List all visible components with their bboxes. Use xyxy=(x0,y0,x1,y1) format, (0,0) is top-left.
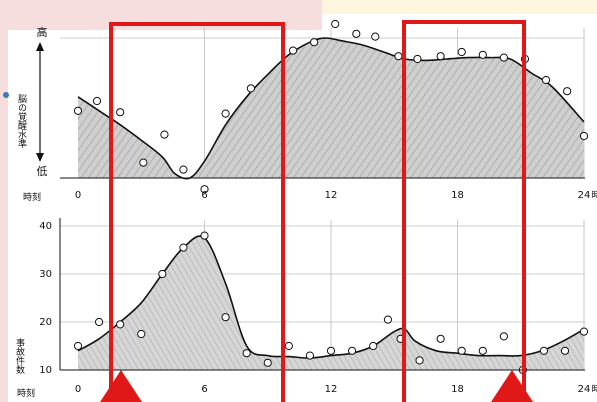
data-point xyxy=(436,334,445,343)
x-tick-label: 0 xyxy=(75,190,81,201)
data-point xyxy=(478,346,487,355)
data-point xyxy=(563,87,572,96)
data-point xyxy=(179,165,188,174)
data-point xyxy=(73,106,83,115)
data-point xyxy=(383,315,393,324)
data-point xyxy=(415,356,424,365)
data-point xyxy=(305,351,315,360)
data-point xyxy=(331,19,340,29)
accident-ylabel: 事故件数 xyxy=(14,337,25,375)
x-tick-label: 6 xyxy=(201,384,207,395)
data-point xyxy=(246,84,255,93)
data-point xyxy=(160,130,169,139)
data-point xyxy=(200,185,209,194)
data-point xyxy=(352,29,361,38)
arousal-panel: 高 低 脳の覚醒水準 時刻 0 6 12 18 24 時 xyxy=(16,19,597,203)
accident-area xyxy=(78,236,584,370)
data-point xyxy=(457,346,466,355)
data-point xyxy=(242,349,251,358)
x-tick-label: 0 xyxy=(75,384,81,395)
accident-y-ticks: 10 20 30 40 xyxy=(39,221,52,376)
data-point xyxy=(284,341,293,351)
x-tick-label: 12 xyxy=(325,190,338,201)
data-point xyxy=(499,53,508,62)
x-tick-label: 18 xyxy=(451,384,464,395)
red-arrow-left-icon xyxy=(100,370,142,402)
x-tick-suffix: 時 xyxy=(591,190,597,201)
data-point xyxy=(92,96,102,106)
arousal-x-unit-label: 時刻 xyxy=(23,191,41,203)
data-point xyxy=(158,269,167,279)
data-point xyxy=(347,346,357,355)
x-tick-label: 18 xyxy=(451,190,464,201)
data-point xyxy=(288,46,298,55)
data-point xyxy=(457,47,466,57)
data-point xyxy=(310,38,319,47)
corner-cream-bg xyxy=(322,0,597,14)
y-tick-label: 10 xyxy=(39,365,52,376)
accident-panel: 10 20 30 40 事故件数 時刻 0 6 12 18 24 時 xyxy=(14,218,597,399)
data-point xyxy=(539,346,549,355)
data-point xyxy=(579,131,589,141)
data-point xyxy=(200,231,209,240)
x-tick-label: 12 xyxy=(325,384,338,395)
highlight-box-early-morning xyxy=(109,22,285,402)
data-point xyxy=(369,341,378,351)
arousal-area xyxy=(78,37,584,179)
data-point xyxy=(221,109,230,118)
arrow-down-icon xyxy=(36,153,44,162)
data-point xyxy=(263,358,272,367)
arousal-low-label: 低 xyxy=(37,165,48,178)
x-tick-label: 24 xyxy=(578,190,591,201)
data-point xyxy=(413,54,422,64)
arousal-ylabel: 脳の覚醒水準 xyxy=(16,93,27,149)
data-point xyxy=(499,332,508,341)
arousal-curve xyxy=(77,37,585,180)
arousal-high-label: 高 xyxy=(37,25,48,39)
x-tick-suffix: 時 xyxy=(591,384,597,395)
arousal-points xyxy=(73,19,589,194)
data-point xyxy=(73,341,83,351)
left-pink-strip xyxy=(0,30,8,402)
arousal-x-ticks: 0 6 12 18 24 時 xyxy=(75,190,597,201)
arrow-up-icon xyxy=(36,42,44,51)
data-point xyxy=(326,346,336,355)
data-point xyxy=(116,320,125,329)
data-point xyxy=(94,317,104,327)
data-point xyxy=(137,329,146,339)
y-tick-label: 30 xyxy=(39,269,52,280)
data-point xyxy=(541,75,551,85)
side-dot-icon xyxy=(3,92,9,98)
y-tick-label: 20 xyxy=(39,317,52,328)
y-tick-label: 40 xyxy=(39,221,52,232)
accident-x-ticks: 0 6 12 18 24 時 xyxy=(75,384,597,395)
data-point xyxy=(478,50,487,59)
data-point xyxy=(579,327,589,336)
data-point xyxy=(371,32,380,41)
data-point xyxy=(221,313,230,322)
highlight-box-afternoon xyxy=(402,20,526,402)
x-tick-label: 6 xyxy=(201,190,207,201)
accident-x-unit-label: 時刻 xyxy=(17,387,35,399)
data-point xyxy=(116,108,125,117)
data-point xyxy=(436,52,445,61)
data-point xyxy=(139,158,148,167)
data-point xyxy=(394,52,403,61)
red-arrow-right-icon xyxy=(491,370,533,402)
data-point xyxy=(560,346,570,355)
x-tick-label: 24 xyxy=(578,384,591,395)
data-point xyxy=(179,243,188,252)
